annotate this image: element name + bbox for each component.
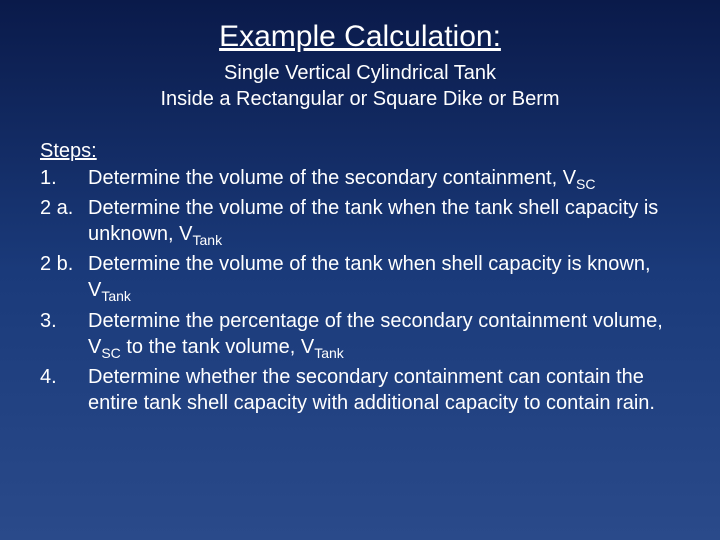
step-text-pre: Determine whether the secondary containm… (88, 366, 655, 414)
step-text-pre: Determine the volume of the tank when sh… (88, 253, 651, 301)
step-subscript: Tank (101, 288, 131, 304)
step-item: 2 b. Determine the volume of the tank wh… (40, 251, 680, 305)
slide-title: Example Calculation: (40, 20, 680, 54)
step-subscript: Tank (193, 232, 223, 248)
step-item: 1. Determine the volume of the secondary… (40, 165, 680, 193)
step-text: Determine the percentage of the secondar… (88, 308, 680, 362)
step-item: 2 a. Determine the volume of the tank wh… (40, 195, 680, 249)
step-subscript: SC (576, 176, 595, 192)
step-text-pre: Determine the volume of the secondary co… (88, 167, 576, 189)
subtitle-line-1: Single Vertical Cylindrical Tank (224, 62, 496, 84)
step-number: 4. (40, 364, 88, 416)
step-subscript-2: Tank (314, 345, 344, 361)
step-item: 4. Determine whether the secondary conta… (40, 364, 680, 416)
step-number: 3. (40, 308, 88, 362)
step-text: Determine the volume of the tank when sh… (88, 251, 680, 305)
step-text: Determine whether the secondary containm… (88, 364, 680, 416)
step-item: 3. Determine the percentage of the secon… (40, 308, 680, 362)
subtitle-line-2: Inside a Rectangular or Square Dike or B… (160, 88, 559, 110)
slide-subtitle: Single Vertical Cylindrical Tank Inside … (40, 60, 680, 112)
step-text: Determine the volume of the secondary co… (88, 165, 680, 193)
step-text: Determine the volume of the tank when th… (88, 195, 680, 249)
steps-list: 1. Determine the volume of the secondary… (40, 165, 680, 416)
step-number: 2 b. (40, 251, 88, 305)
step-subscript: SC (101, 345, 120, 361)
step-text-pre: Determine the volume of the tank when th… (88, 197, 658, 245)
steps-heading: Steps: (40, 140, 680, 163)
step-text-mid: to the tank volume, V (121, 336, 314, 358)
step-number: 1. (40, 165, 88, 193)
step-number: 2 a. (40, 195, 88, 249)
